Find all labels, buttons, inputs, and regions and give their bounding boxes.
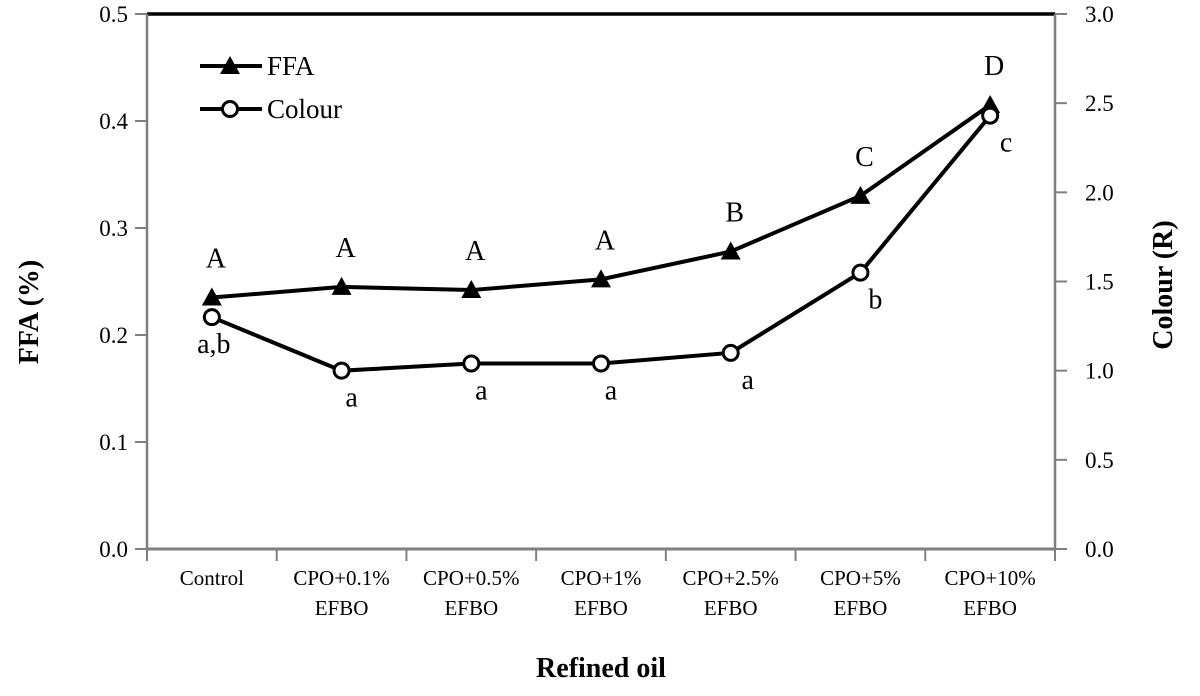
- series-marker-circle: [592, 354, 610, 373]
- x-category-label-line1: CPO+10%: [945, 566, 1036, 590]
- x-category-label-line1: CPO+0.5%: [423, 566, 519, 590]
- point-label-lower: a: [475, 376, 488, 407]
- point-label-lower: a: [741, 365, 754, 396]
- legend-circle-marker: [221, 100, 239, 118]
- point-label-upper: D: [984, 51, 1004, 82]
- point-label-lower: b: [868, 285, 882, 316]
- point-label-upper: B: [725, 198, 744, 229]
- point-label-lower: a: [605, 376, 618, 407]
- left-axis-tick-label: 0.0: [99, 537, 128, 562]
- series-marker-circle: [202, 308, 221, 327]
- right-axis-tick-label: 3.0: [1085, 2, 1114, 27]
- point-label-upper: C: [855, 142, 874, 173]
- x-axis-title: Refined oil: [536, 653, 666, 684]
- right-axis-title: Colour (R): [1148, 220, 1179, 349]
- series-marker-circle: [332, 361, 351, 380]
- x-category-label-line2: EFBO: [963, 596, 1017, 620]
- series-marker-triangle: [850, 185, 871, 204]
- x-category-label-line1: CPO+5%: [820, 566, 901, 590]
- right-axis-tick-label: 1.0: [1085, 359, 1114, 384]
- series-marker-triangle: [591, 269, 611, 288]
- series-marker-triangle: [461, 280, 482, 299]
- x-category-label-line1: CPO+2.5%: [682, 566, 778, 590]
- x-category-label-line2: EFBO: [444, 596, 498, 620]
- right-axis-tick-label: 0.5: [1085, 448, 1114, 473]
- x-category-label-line1: CPO+1%: [561, 566, 642, 590]
- left-axis-tick-label: 0.1: [99, 430, 128, 455]
- left-axis-tick-label: 0.2: [99, 323, 128, 348]
- x-category-label-line2: EFBO: [574, 596, 628, 620]
- series-marker-triangle: [720, 241, 741, 260]
- legend-label: Colour: [267, 94, 342, 124]
- right-axis-tick-label: 2.0: [1085, 180, 1114, 205]
- x-category-label-line1: CPO+0.1%: [293, 566, 389, 590]
- x-category-label-line2: EFBO: [834, 596, 888, 620]
- series-marker-triangle: [331, 276, 352, 295]
- left-axis-tick-label: 0.4: [99, 109, 128, 134]
- left-axis-tick-label: 0.5: [99, 2, 128, 27]
- point-label-lower: c: [1000, 128, 1012, 159]
- left-axis-tick-label: 0.3: [99, 216, 128, 241]
- series-marker-circle: [462, 354, 481, 373]
- point-label-upper: A: [206, 244, 227, 275]
- series-marker-circle: [981, 106, 1000, 125]
- x-category-label-line1: Control: [180, 566, 244, 590]
- point-label-lower: a: [345, 383, 358, 414]
- series-marker-triangle: [201, 287, 222, 306]
- point-label-upper: A: [595, 225, 616, 256]
- right-axis-tick-label: 1.5: [1085, 270, 1114, 295]
- x-category-label-line2: EFBO: [704, 596, 758, 620]
- left-axis-title: FFA (%): [14, 260, 45, 364]
- right-axis-tick-label: 2.5: [1085, 91, 1114, 116]
- point-label-lower: a,b: [197, 329, 230, 360]
- point-label-upper: A: [465, 236, 486, 267]
- legend-label: FFA: [267, 51, 315, 81]
- x-category-label-line2: EFBO: [315, 596, 369, 620]
- series-marker-circle: [721, 343, 740, 362]
- right-axis-tick-label: 0.0: [1085, 537, 1114, 562]
- legend-triangle-marker: [220, 56, 240, 74]
- point-label-upper: A: [335, 233, 356, 264]
- series-marker-circle: [851, 263, 870, 282]
